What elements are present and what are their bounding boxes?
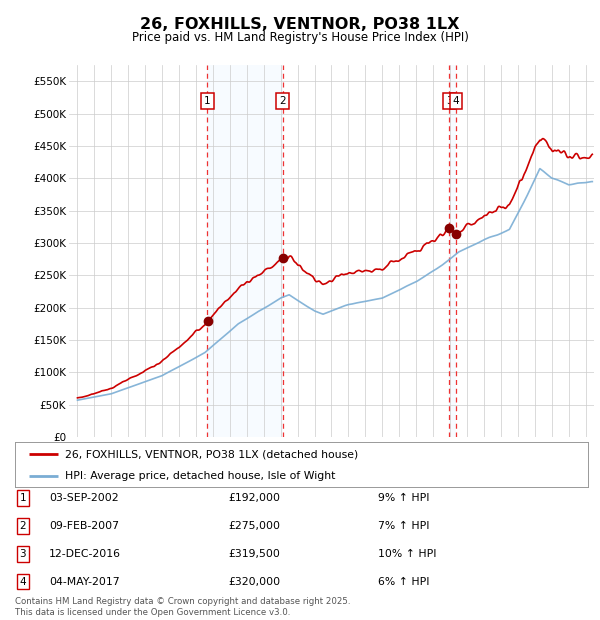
Text: Contains HM Land Registry data © Crown copyright and database right 2025.
This d: Contains HM Land Registry data © Crown c…: [15, 598, 350, 617]
Text: Price paid vs. HM Land Registry's House Price Index (HPI): Price paid vs. HM Land Registry's House …: [131, 31, 469, 44]
Text: 1: 1: [204, 95, 211, 105]
Text: 3: 3: [446, 95, 452, 105]
Text: 9% ↑ HPI: 9% ↑ HPI: [378, 493, 430, 503]
Text: £320,000: £320,000: [228, 577, 280, 587]
Text: HPI: Average price, detached house, Isle of Wight: HPI: Average price, detached house, Isle…: [65, 471, 336, 480]
Bar: [449, 65, 456, 437]
Text: £192,000: £192,000: [228, 493, 280, 503]
Bar: [208, 65, 283, 437]
Text: 2: 2: [279, 95, 286, 105]
Text: 4: 4: [19, 577, 26, 587]
Text: 2: 2: [19, 521, 26, 531]
Text: 3: 3: [19, 549, 26, 559]
Text: 6% ↑ HPI: 6% ↑ HPI: [378, 577, 430, 587]
Text: 4: 4: [452, 95, 459, 105]
Text: 7% ↑ HPI: 7% ↑ HPI: [378, 521, 430, 531]
Text: 09-FEB-2007: 09-FEB-2007: [49, 521, 119, 531]
Text: 03-SEP-2002: 03-SEP-2002: [49, 493, 119, 503]
Text: 10% ↑ HPI: 10% ↑ HPI: [378, 549, 437, 559]
Text: 12-DEC-2016: 12-DEC-2016: [49, 549, 121, 559]
Text: £319,500: £319,500: [228, 549, 280, 559]
Text: £275,000: £275,000: [228, 521, 280, 531]
Text: 26, FOXHILLS, VENTNOR, PO38 1LX: 26, FOXHILLS, VENTNOR, PO38 1LX: [140, 17, 460, 32]
Text: 1: 1: [19, 493, 26, 503]
Text: 04-MAY-2017: 04-MAY-2017: [49, 577, 120, 587]
Text: 26, FOXHILLS, VENTNOR, PO38 1LX (detached house): 26, FOXHILLS, VENTNOR, PO38 1LX (detache…: [65, 449, 359, 459]
